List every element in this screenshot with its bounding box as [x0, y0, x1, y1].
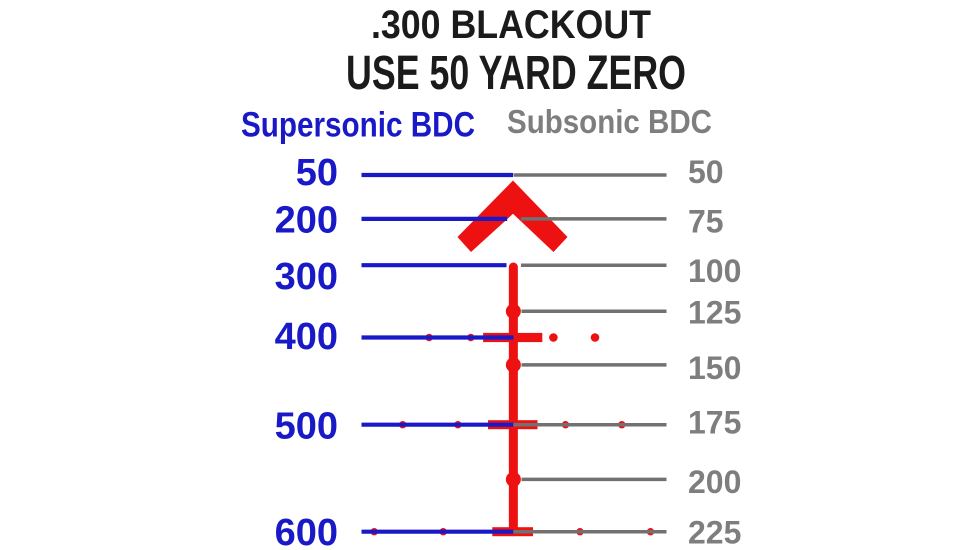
svg-text:50: 50	[688, 154, 724, 190]
svg-text:USE 50 YARD ZERO: USE 50 YARD ZERO	[346, 47, 686, 100]
svg-text:200: 200	[688, 464, 741, 500]
svg-text:.300 BLACKOUT: .300 BLACKOUT	[371, 3, 651, 47]
svg-text:600: 600	[275, 512, 338, 550]
svg-text:75: 75	[688, 204, 724, 240]
svg-text:100: 100	[688, 253, 741, 289]
svg-text:400: 400	[275, 316, 338, 358]
svg-text:150: 150	[688, 350, 741, 386]
svg-text:50: 50	[296, 152, 338, 194]
svg-text:Supersonic BDC: Supersonic BDC	[241, 105, 475, 145]
svg-text:300: 300	[275, 256, 338, 298]
svg-text:225: 225	[688, 515, 741, 550]
svg-text:200: 200	[275, 200, 338, 242]
svg-text:Subsonic BDC: Subsonic BDC	[507, 104, 712, 141]
svg-text:125: 125	[688, 295, 741, 331]
svg-text:500: 500	[275, 405, 338, 447]
svg-text:175: 175	[688, 404, 741, 440]
